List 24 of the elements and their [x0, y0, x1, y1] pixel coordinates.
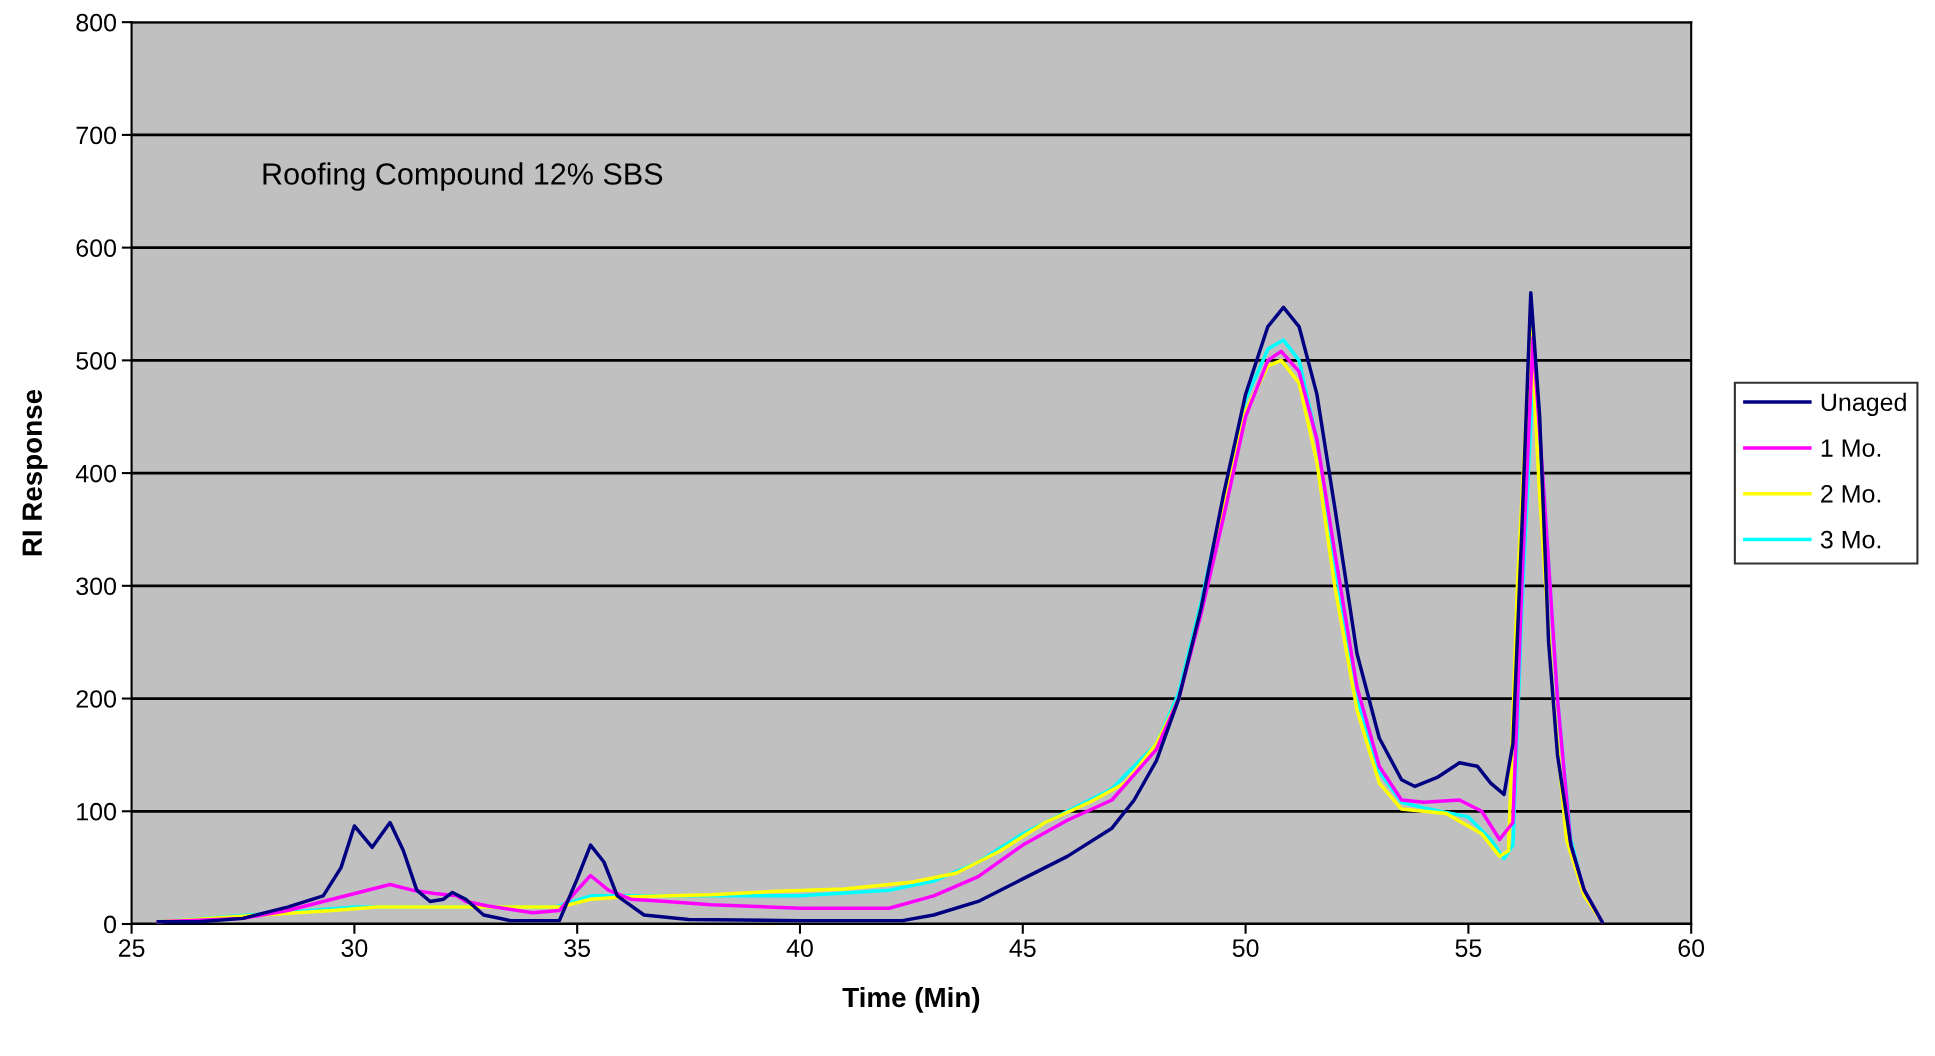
x-tick-label: 50 [1232, 939, 1259, 957]
x-axis-title: Time (Min) [842, 986, 980, 1013]
y-tick-label: 200 [76, 690, 117, 708]
x-tick-label: 45 [1009, 939, 1036, 957]
x-tick-label: 55 [1455, 939, 1482, 957]
x-tick-label: 25 [118, 939, 145, 957]
x-tick-label: 30 [341, 939, 368, 957]
y-tick-label: 400 [75, 464, 117, 483]
legend-label: 3 Mo. [1820, 530, 1881, 549]
y-tick-label: 100 [77, 802, 117, 821]
x-tick-label: 40 [786, 939, 813, 957]
y-tick-label: 700 [76, 126, 117, 145]
legend-label: 2 Mo. [1821, 485, 1881, 503]
annotation: Roofing Compound 12% SBS [263, 162, 663, 191]
x-tick-label: 35 [564, 939, 591, 957]
legend-label: Unaged [1821, 392, 1906, 417]
x-tick-label: 60 [1678, 939, 1705, 957]
y-tick-label: 500 [76, 351, 117, 370]
legend-label: 1 Mo. [1821, 439, 1881, 457]
y-tick-label: 300 [76, 577, 117, 596]
y-tick-label: 800 [76, 13, 117, 32]
y-tick-label: 0 [104, 915, 117, 934]
y-axis-title: RI Response [22, 389, 48, 556]
y-tick-label: 600 [76, 239, 117, 257]
